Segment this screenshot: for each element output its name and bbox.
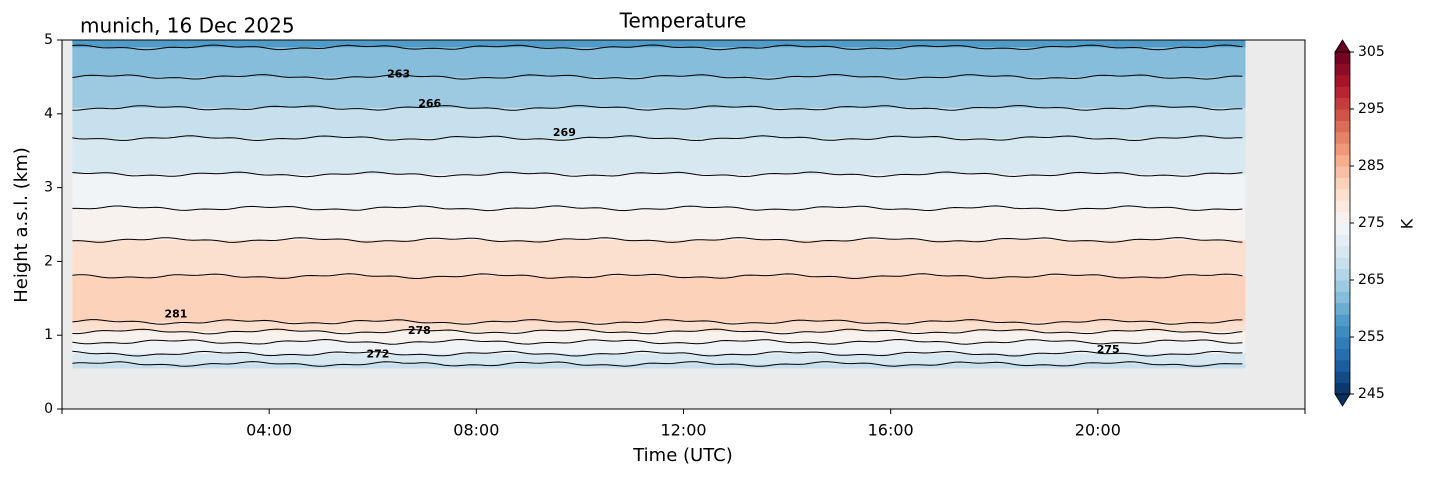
colorbar-segment	[1335, 131, 1350, 144]
colorbar-segment	[1335, 143, 1350, 156]
contour-line	[72, 338, 1243, 345]
colorbar-tick-label: 245	[1358, 386, 1385, 402]
y-tick-label: 4	[44, 106, 53, 122]
contour-label: 281	[164, 308, 187, 321]
contour-band	[72, 363, 1246, 369]
x-tick-label: 12:00	[660, 421, 706, 440]
contour-label: 266	[418, 97, 441, 110]
colorbar-tick-label: 295	[1358, 101, 1385, 117]
colorbar-extend-min	[1334, 393, 1351, 407]
x-tick-label: 20:00	[1075, 421, 1121, 440]
colorbar-segment	[1335, 257, 1350, 270]
colorbar-tick-label: 275	[1358, 215, 1385, 231]
colorbar-segment	[1335, 97, 1350, 110]
contour-label: 269	[553, 126, 576, 139]
contour-band	[72, 174, 1246, 209]
contour-band	[72, 331, 1246, 342]
contour-label: 263	[387, 68, 410, 81]
colorbar-segment	[1335, 223, 1350, 235]
colorbar-tick-label: 255	[1358, 329, 1385, 345]
contour-band	[72, 353, 1246, 364]
chart-title: Temperature	[619, 9, 747, 33]
colorbar-extend-max	[1334, 39, 1351, 53]
x-axis-label: Time (UTC)	[632, 445, 733, 466]
colorbar-segment	[1335, 200, 1350, 213]
contour-line	[72, 73, 1243, 80]
colorbar-label: K	[1398, 218, 1417, 229]
contour-line	[72, 44, 1243, 51]
colorbar-segment	[1335, 371, 1350, 384]
y-axis-label: Height a.s.l. (km)	[11, 147, 32, 303]
colorbar-segment	[1335, 52, 1350, 64]
colorbar-segment	[1335, 359, 1350, 372]
colorbar-segment	[1335, 166, 1350, 178]
colorbar-segment	[1335, 302, 1350, 315]
colorbar-segment	[1335, 245, 1350, 258]
colorbar-segment	[1335, 177, 1350, 190]
colorbar-segment	[1335, 188, 1350, 201]
contour-band	[72, 138, 1246, 175]
contour-line	[72, 171, 1243, 178]
colorbar-segment	[1335, 268, 1350, 281]
contour-band	[72, 341, 1246, 354]
colorbar-segment	[1335, 382, 1350, 395]
contour-band	[72, 208, 1246, 240]
colorbar-segment	[1335, 291, 1350, 304]
colorbar-segment	[1335, 325, 1350, 338]
colorbar-tick-label: 285	[1358, 158, 1385, 174]
x-tick-label: 04:00	[246, 421, 292, 440]
colorbar-segment	[1335, 154, 1350, 167]
contour-line	[72, 350, 1243, 357]
contour-line	[72, 318, 1243, 325]
contour-band	[72, 47, 1246, 77]
contour-band	[72, 321, 1246, 332]
colorbar-segment	[1335, 120, 1350, 133]
contour-band	[72, 76, 1246, 108]
colorbar-segment	[1335, 109, 1350, 121]
contour-line	[72, 361, 1243, 367]
colorbar-segment	[1335, 234, 1350, 247]
colorbar-segment	[1335, 348, 1350, 361]
colorbar-segment	[1335, 74, 1350, 87]
colorbar-segment	[1335, 63, 1350, 76]
contour-label: 275	[1097, 343, 1120, 356]
y-tick-label: 2	[44, 253, 53, 269]
y-tick-label: 3	[44, 180, 53, 196]
contour-band	[72, 40, 1246, 48]
contour-line	[72, 273, 1243, 280]
contour-line	[72, 104, 1243, 111]
y-tick-label: 1	[44, 327, 53, 343]
x-tick-label: 16:00	[868, 421, 914, 440]
colorbar-segment	[1335, 314, 1350, 327]
contour-band	[72, 276, 1246, 322]
contour-line	[72, 135, 1243, 142]
colorbar-segment	[1335, 211, 1350, 224]
colorbar-tick-label: 265	[1358, 272, 1385, 288]
contour-band	[72, 107, 1246, 139]
contour-line	[72, 237, 1243, 243]
colorbar-segment	[1335, 86, 1350, 99]
colorbar-segment	[1335, 337, 1350, 349]
colorbar-tick-label: 305	[1358, 44, 1385, 60]
contour-band	[72, 239, 1246, 277]
y-tick-label: 5	[44, 32, 53, 48]
y-tick-label: 0	[44, 401, 53, 417]
x-tick-label: 08:00	[453, 421, 499, 440]
contour-line	[72, 205, 1243, 212]
annotation: munich, 16 Dec 2025	[80, 14, 295, 38]
contour-label: 272	[366, 347, 389, 360]
contour-line	[72, 328, 1243, 335]
contour-label: 278	[408, 324, 431, 337]
colorbar-segment	[1335, 280, 1350, 292]
